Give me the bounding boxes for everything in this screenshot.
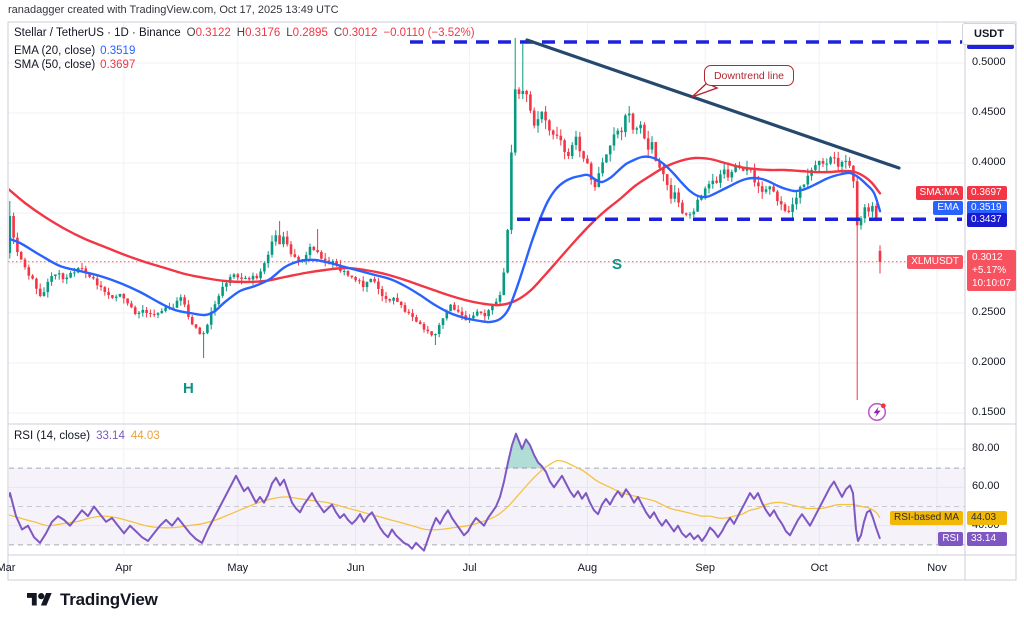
ema-label: EMA (20, close) [14,45,96,57]
ema-price-tag-name: EMA [933,201,963,216]
candle-countdown: 10:10:07 [972,277,1011,289]
rsi-legend-row[interactable]: RSI (14, close) 33.14 44.03 [14,430,160,442]
downtrend-trendline [525,38,901,170]
price-tick: 0.4000 [972,156,1006,168]
high-value: 0.3176 [245,27,281,39]
rsi-ma-value: 44.03 [130,430,160,442]
sma-legend-row[interactable]: SMA (50, close) 0.3697 [14,59,135,71]
close-value: 0.3012 [342,27,378,39]
moving-averages [9,155,882,324]
rsi-label: RSI (14, close) [14,430,91,442]
month-tick: Sep [695,562,715,574]
h-text-annotation[interactable]: H [183,380,194,397]
sma-price-tag-name: SMA:MA [915,186,963,201]
symbol-price-tag-value: 0.3012 +5.17% 10:10:07 [967,249,1016,291]
month-tick: Jun [346,562,365,574]
change-value: −0.0110 (−3.52%) [383,27,475,39]
drawings[interactable] [410,38,962,222]
close-label: C [333,27,343,39]
lightning-event-icon[interactable] [867,402,887,422]
rsi-ma-tag-name: RSI-based MA [889,510,963,525]
month-tick: May [227,562,249,574]
tradingview-logo-icon [27,593,52,606]
ema-value: 0.3519 [100,45,136,57]
support-level-tag: 0.3437 [967,213,1007,228]
low-label: L [286,27,293,39]
downtrend-line-callout[interactable]: Downtrend line [704,65,794,86]
rsi-tick: 80.00 [972,442,1000,454]
month-tick: Aug [577,562,598,574]
symbol-title: Stellar / TetherUS · 1D · Binance [14,27,181,39]
gridlines [8,22,965,555]
ema-price-tag-value: 0.3519 [967,201,1007,216]
month-tick: Mar [0,562,16,574]
ema20-line [9,155,882,324]
rsi-band [9,467,965,546]
price-tick: 0.1500 [972,406,1006,418]
sma50-line [9,156,882,307]
ema-legend-row[interactable]: EMA (20, close) 0.3519 [14,45,135,57]
rsi-tick: 60.00 [972,480,1000,493]
symbol-legend-row[interactable]: Stellar / TetherUS · 1D · Binance O0.3122… [14,27,475,39]
s-text-annotation[interactable]: S [612,256,623,273]
month-tick: Nov [927,562,947,574]
sma-value: 0.3697 [100,59,136,71]
rsi-indicator [9,432,881,552]
month-tick: Jul [462,562,477,574]
price-tick: 0.2500 [972,306,1006,318]
resistance-axis-strip [967,44,1014,49]
rsi-value: 33.14 [96,430,125,442]
rsi-ma-line [9,459,881,531]
price-tick: 0.5000 [972,56,1006,68]
month-tick: Apr [115,562,133,574]
open-label: O [186,27,196,39]
chart-frame [7,21,1017,581]
symbol-price-tag-name: XLMUSDT [907,254,963,269]
open-value: 0.3122 [195,27,231,39]
sma-price-tag-value: 0.3697 [967,186,1007,201]
rsi-tag-value: 33.14 [967,531,1007,546]
price-tick: 0.4500 [972,106,1006,118]
tradingview-logo-text: TradingView [60,590,158,609]
price-change-percent: +5.17% [972,264,1007,276]
high-label: H [236,27,246,39]
currency-toggle-button[interactable]: USDT [962,23,1016,45]
rsi-ma-tag-value: 44.03 [967,510,1007,525]
rsi-line [9,432,881,552]
last-price: 0.3012 [972,251,1003,263]
tradingview-watermark[interactable]: TradingView [27,590,158,610]
month-tick: Oct [810,562,828,574]
attribution-text: ranadagger created with TradingView.com,… [8,4,339,16]
rsi-tag-name: RSI [938,531,963,546]
sma-label: SMA (50, close) [14,59,96,71]
low-value: 0.2895 [292,27,328,39]
price-tick: 0.2000 [972,356,1006,368]
